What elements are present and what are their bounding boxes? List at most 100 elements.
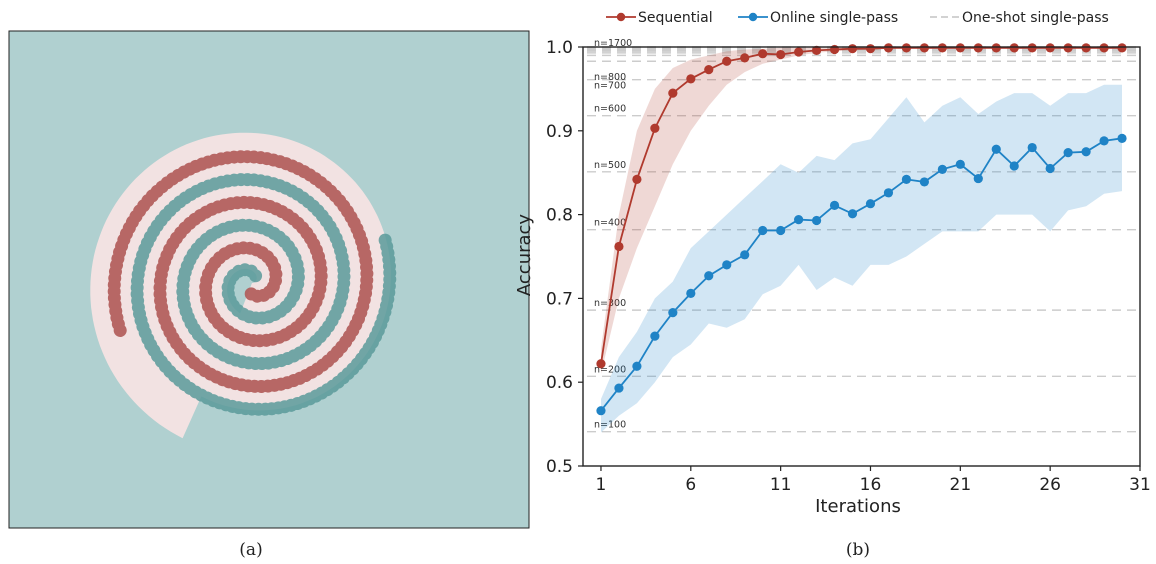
data-point [1009, 161, 1019, 171]
y-tick-label: 0.6 [546, 373, 573, 393]
data-point [1027, 43, 1037, 53]
data-point [919, 177, 929, 187]
data-point [776, 225, 786, 236]
reference-line-label: n=800 [594, 72, 626, 83]
data-point [776, 49, 786, 60]
reference-line-label: n=700 [594, 81, 626, 92]
data-point [668, 88, 678, 98]
confidence-bands [601, 47, 1122, 433]
data-point [883, 43, 894, 53]
data-point [847, 44, 858, 54]
data-point [973, 173, 983, 184]
panel-a-caption: (a) [239, 540, 262, 560]
data-point [1063, 147, 1073, 158]
axes: 1 6 11 16 21 26 310.50.60.70.80.91.0 [546, 38, 1151, 495]
data-point [1009, 43, 1019, 53]
data-point [901, 174, 912, 185]
data-point [1063, 43, 1073, 53]
data-point [740, 53, 750, 63]
data-point [704, 65, 714, 75]
panel-a-spiral-plot: (a) [8, 30, 530, 560]
reference-line-label: n=500 [594, 160, 626, 171]
legend-label: One-shot single-pass [962, 10, 1109, 26]
data-point [614, 383, 624, 393]
data-point [704, 271, 714, 281]
reference-line-label: n=100 [594, 420, 626, 431]
x-tick-label: 6 [685, 475, 696, 495]
data-point [1045, 43, 1055, 53]
data-point [991, 144, 1001, 154]
data-point [650, 123, 660, 133]
data-point [1117, 133, 1127, 143]
data-point [865, 199, 876, 209]
data-point [596, 406, 606, 416]
series-lines [596, 43, 1127, 416]
data-point [829, 200, 840, 210]
y-tick-label: 0.9 [546, 122, 573, 142]
data-point [1045, 163, 1055, 174]
legend: Sequential Online single-pass One-shot sin… [606, 10, 1109, 26]
panel-b-caption: (b) [846, 540, 870, 560]
legend-entry: Online single-pass [738, 10, 898, 26]
data-point [722, 56, 732, 66]
plot-frame [582, 46, 1141, 467]
data-point [1027, 142, 1037, 153]
y-axis-title: Accuracy [514, 214, 535, 297]
x-axis-title: Iterations [815, 496, 901, 517]
data-point [794, 47, 804, 57]
data-point [1117, 43, 1127, 53]
data-point [937, 43, 947, 53]
data-point [991, 43, 1001, 53]
data-point [1081, 43, 1091, 53]
legend-entry: One-shot single-pass [930, 10, 1109, 26]
data-point [811, 45, 822, 55]
legend-label: Online single-pass [770, 10, 898, 26]
data-point [632, 174, 642, 185]
data-point [740, 250, 750, 260]
y-tick-label: 0.5 [546, 457, 573, 477]
data-point [865, 44, 876, 54]
data-point [847, 209, 858, 219]
y-tick-label: 0.7 [546, 289, 573, 309]
data-point [919, 43, 929, 53]
data-point [722, 260, 732, 270]
legend-marker [748, 12, 758, 22]
x-tick-label: 16 [860, 475, 882, 495]
data-point [973, 43, 983, 53]
data-point [937, 164, 947, 174]
data-point [614, 241, 624, 252]
data-point [955, 43, 965, 53]
reference-line-label: n=1700 [594, 38, 632, 49]
data-point [650, 331, 660, 341]
data-point [1099, 136, 1109, 146]
x-tick-label: 26 [1039, 475, 1061, 495]
confidence-band [601, 84, 1122, 433]
data-point [632, 361, 642, 371]
data-point [811, 215, 822, 226]
data-point [955, 159, 965, 169]
data-point [758, 49, 768, 59]
reference-line-label: n=600 [594, 104, 626, 115]
data-point [758, 225, 768, 236]
data-point [883, 188, 894, 198]
data-point [596, 359, 606, 369]
data-point [668, 308, 678, 318]
data-point [686, 288, 696, 298]
legend-entry: Sequential [606, 10, 713, 26]
reference-line-label: n=200 [594, 364, 626, 375]
data-point [686, 74, 696, 84]
data-point [794, 215, 804, 225]
data-point [1081, 147, 1091, 157]
reference-line-label: n=400 [594, 218, 626, 229]
teal-class-points [130, 173, 397, 416]
x-tick-label: 1 [596, 475, 607, 495]
panel-b-accuracy-chart: Sequential Online single-pass One-shot sin… [514, 10, 1151, 560]
data-point [901, 43, 912, 53]
y-tick-label: 1.0 [546, 38, 573, 58]
x-tick-label: 31 [1129, 475, 1151, 495]
panel-a-frame [8, 30, 530, 529]
x-tick-label: 21 [950, 475, 972, 495]
legend-marker [616, 12, 626, 22]
legend-label: Sequential [638, 10, 713, 26]
